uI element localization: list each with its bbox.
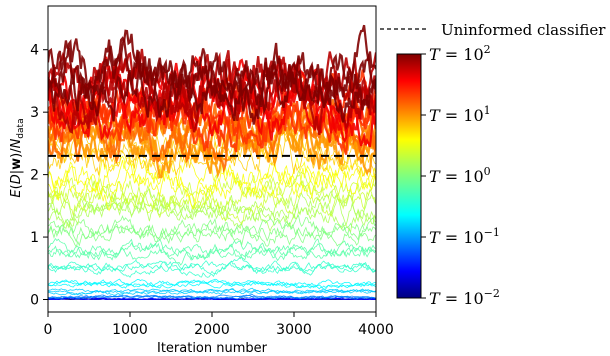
colorbar-gradient [396,53,422,299]
x-axis-ticks: 0 1000 2000 3000 4000 [44,312,394,338]
colorbar-tick-label: T = 10−1 [429,226,500,247]
series-line [48,260,376,274]
series-line [48,188,376,233]
legend-label: Uninformed classifier [441,21,606,39]
series-line [48,106,376,179]
series-line [48,278,376,289]
series-line [48,190,376,230]
colorbar-tick-label: T = 102 [429,43,491,64]
y-tick-label: 1 [30,230,39,246]
y-tick-label: 2 [30,168,39,184]
y-tick-label: 0 [30,293,39,309]
series-line [48,71,376,148]
series-line [48,293,376,300]
y-tick-label: 3 [30,105,39,121]
y-axis-ticks: 0 1 2 3 4 [30,43,48,309]
series-line [48,216,376,248]
x-axis-label: Iteration number [157,341,268,356]
colorbar-tick-label: T = 100 [429,165,491,186]
y-tick-label: 4 [30,43,39,59]
legend: Uninformed classifier [380,21,606,39]
series-line [48,288,376,296]
colorbar-tick-label: T = 10−2 [429,287,500,308]
series-line [48,214,376,247]
x-tick-label: 3000 [276,322,312,338]
x-tick-label: 1000 [112,322,148,338]
colorbar: T = 102 T = 101 T = 100 T = 10−1 T = 10−2 [396,43,500,308]
y-axis-label: E(D|w)/Ndata [9,118,26,197]
series-line [48,237,376,261]
series-line [48,279,376,290]
colorbar-tick-label: T = 101 [429,104,491,125]
colorbar-ticks: T = 102 T = 101 T = 100 T = 10−1 T = 10−2 [421,43,500,308]
series-line [48,295,376,300]
series-group [48,24,376,300]
series-line [48,38,376,122]
series-line [48,257,376,275]
series-line [48,154,376,199]
x-tick-label: 0 [44,322,53,338]
series-line [48,260,376,278]
series-line [48,238,376,259]
x-tick-label: 4000 [358,322,394,338]
x-tick-label: 2000 [194,322,230,338]
series-line [48,287,376,295]
series-line [48,278,376,289]
